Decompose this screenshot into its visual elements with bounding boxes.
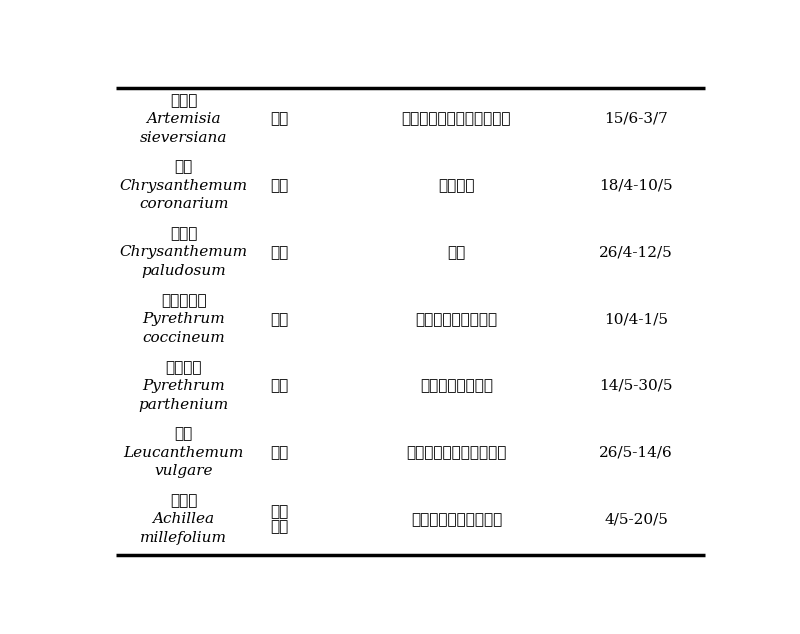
Text: sieversiana: sieversiana xyxy=(140,131,227,145)
Text: vulgare: vulgare xyxy=(154,464,213,479)
Text: 抗虫: 抗虫 xyxy=(270,312,289,327)
Text: Chrysanthemum: Chrysanthemum xyxy=(120,179,248,193)
Text: Pyrethrum: Pyrethrum xyxy=(142,312,225,327)
Text: parthenium: parthenium xyxy=(138,398,229,411)
Text: 欧洲、亚洲以及北美洲: 欧洲、亚洲以及北美洲 xyxy=(411,512,502,527)
Text: 18/4-10/5: 18/4-10/5 xyxy=(599,179,673,193)
Text: 抗寒: 抗寒 xyxy=(270,178,289,193)
Text: 短舌匹菊: 短舌匹菊 xyxy=(166,359,202,375)
Text: 红花除虫菊: 红花除虫菊 xyxy=(161,293,206,308)
Text: millefolium: millefolium xyxy=(140,531,227,545)
Text: 抗寒: 抗寒 xyxy=(270,245,289,260)
Text: 抗虫: 抗虫 xyxy=(270,378,289,394)
Text: 抗寒: 抗寒 xyxy=(270,519,289,534)
Text: 滨菊: 滨菊 xyxy=(174,427,193,441)
Text: 欧洲、俄罗斯、日本等地: 欧洲、俄罗斯、日本等地 xyxy=(406,445,506,460)
Text: 白晶菊: 白晶菊 xyxy=(170,226,198,242)
Text: 4/5-20/5: 4/5-20/5 xyxy=(604,512,668,526)
Text: 茼蒿: 茼蒿 xyxy=(174,160,193,174)
Text: 抗寒: 抗寒 xyxy=(270,445,289,460)
Text: coccineum: coccineum xyxy=(142,331,225,345)
Text: 广泛栽培: 广泛栽培 xyxy=(438,178,474,193)
Text: 14/5-30/5: 14/5-30/5 xyxy=(599,379,673,393)
Text: Pyrethrum: Pyrethrum xyxy=(142,379,225,393)
Text: coronarium: coronarium xyxy=(139,197,229,211)
Text: Artemisia: Artemisia xyxy=(146,112,221,126)
Text: 耐旱: 耐旱 xyxy=(270,505,289,519)
Text: Leucanthemum: Leucanthemum xyxy=(123,446,244,460)
Text: 耐旱: 耐旱 xyxy=(270,112,289,127)
Text: 10/4-1/5: 10/4-1/5 xyxy=(604,312,668,327)
Text: 15/6-3/7: 15/6-3/7 xyxy=(605,112,668,126)
Text: 高加索以及中国等地: 高加索以及中国等地 xyxy=(415,312,498,327)
Text: 千叶蓍: 千叶蓍 xyxy=(170,493,198,508)
Text: paludosum: paludosum xyxy=(142,264,226,278)
Text: 大籽蒿: 大籽蒿 xyxy=(170,93,198,108)
Text: 欧洲以及中国等地: 欧洲以及中国等地 xyxy=(420,378,493,394)
Text: 26/4-12/5: 26/4-12/5 xyxy=(599,245,673,259)
Text: Achillea: Achillea xyxy=(153,512,214,526)
Text: 俄罗斯、日本、蒙古和中国: 俄罗斯、日本、蒙古和中国 xyxy=(402,112,511,127)
Text: Chrysanthemum: Chrysanthemum xyxy=(120,245,248,259)
Text: 欧洲: 欧洲 xyxy=(447,245,466,260)
Text: 26/5-14/6: 26/5-14/6 xyxy=(599,446,673,460)
